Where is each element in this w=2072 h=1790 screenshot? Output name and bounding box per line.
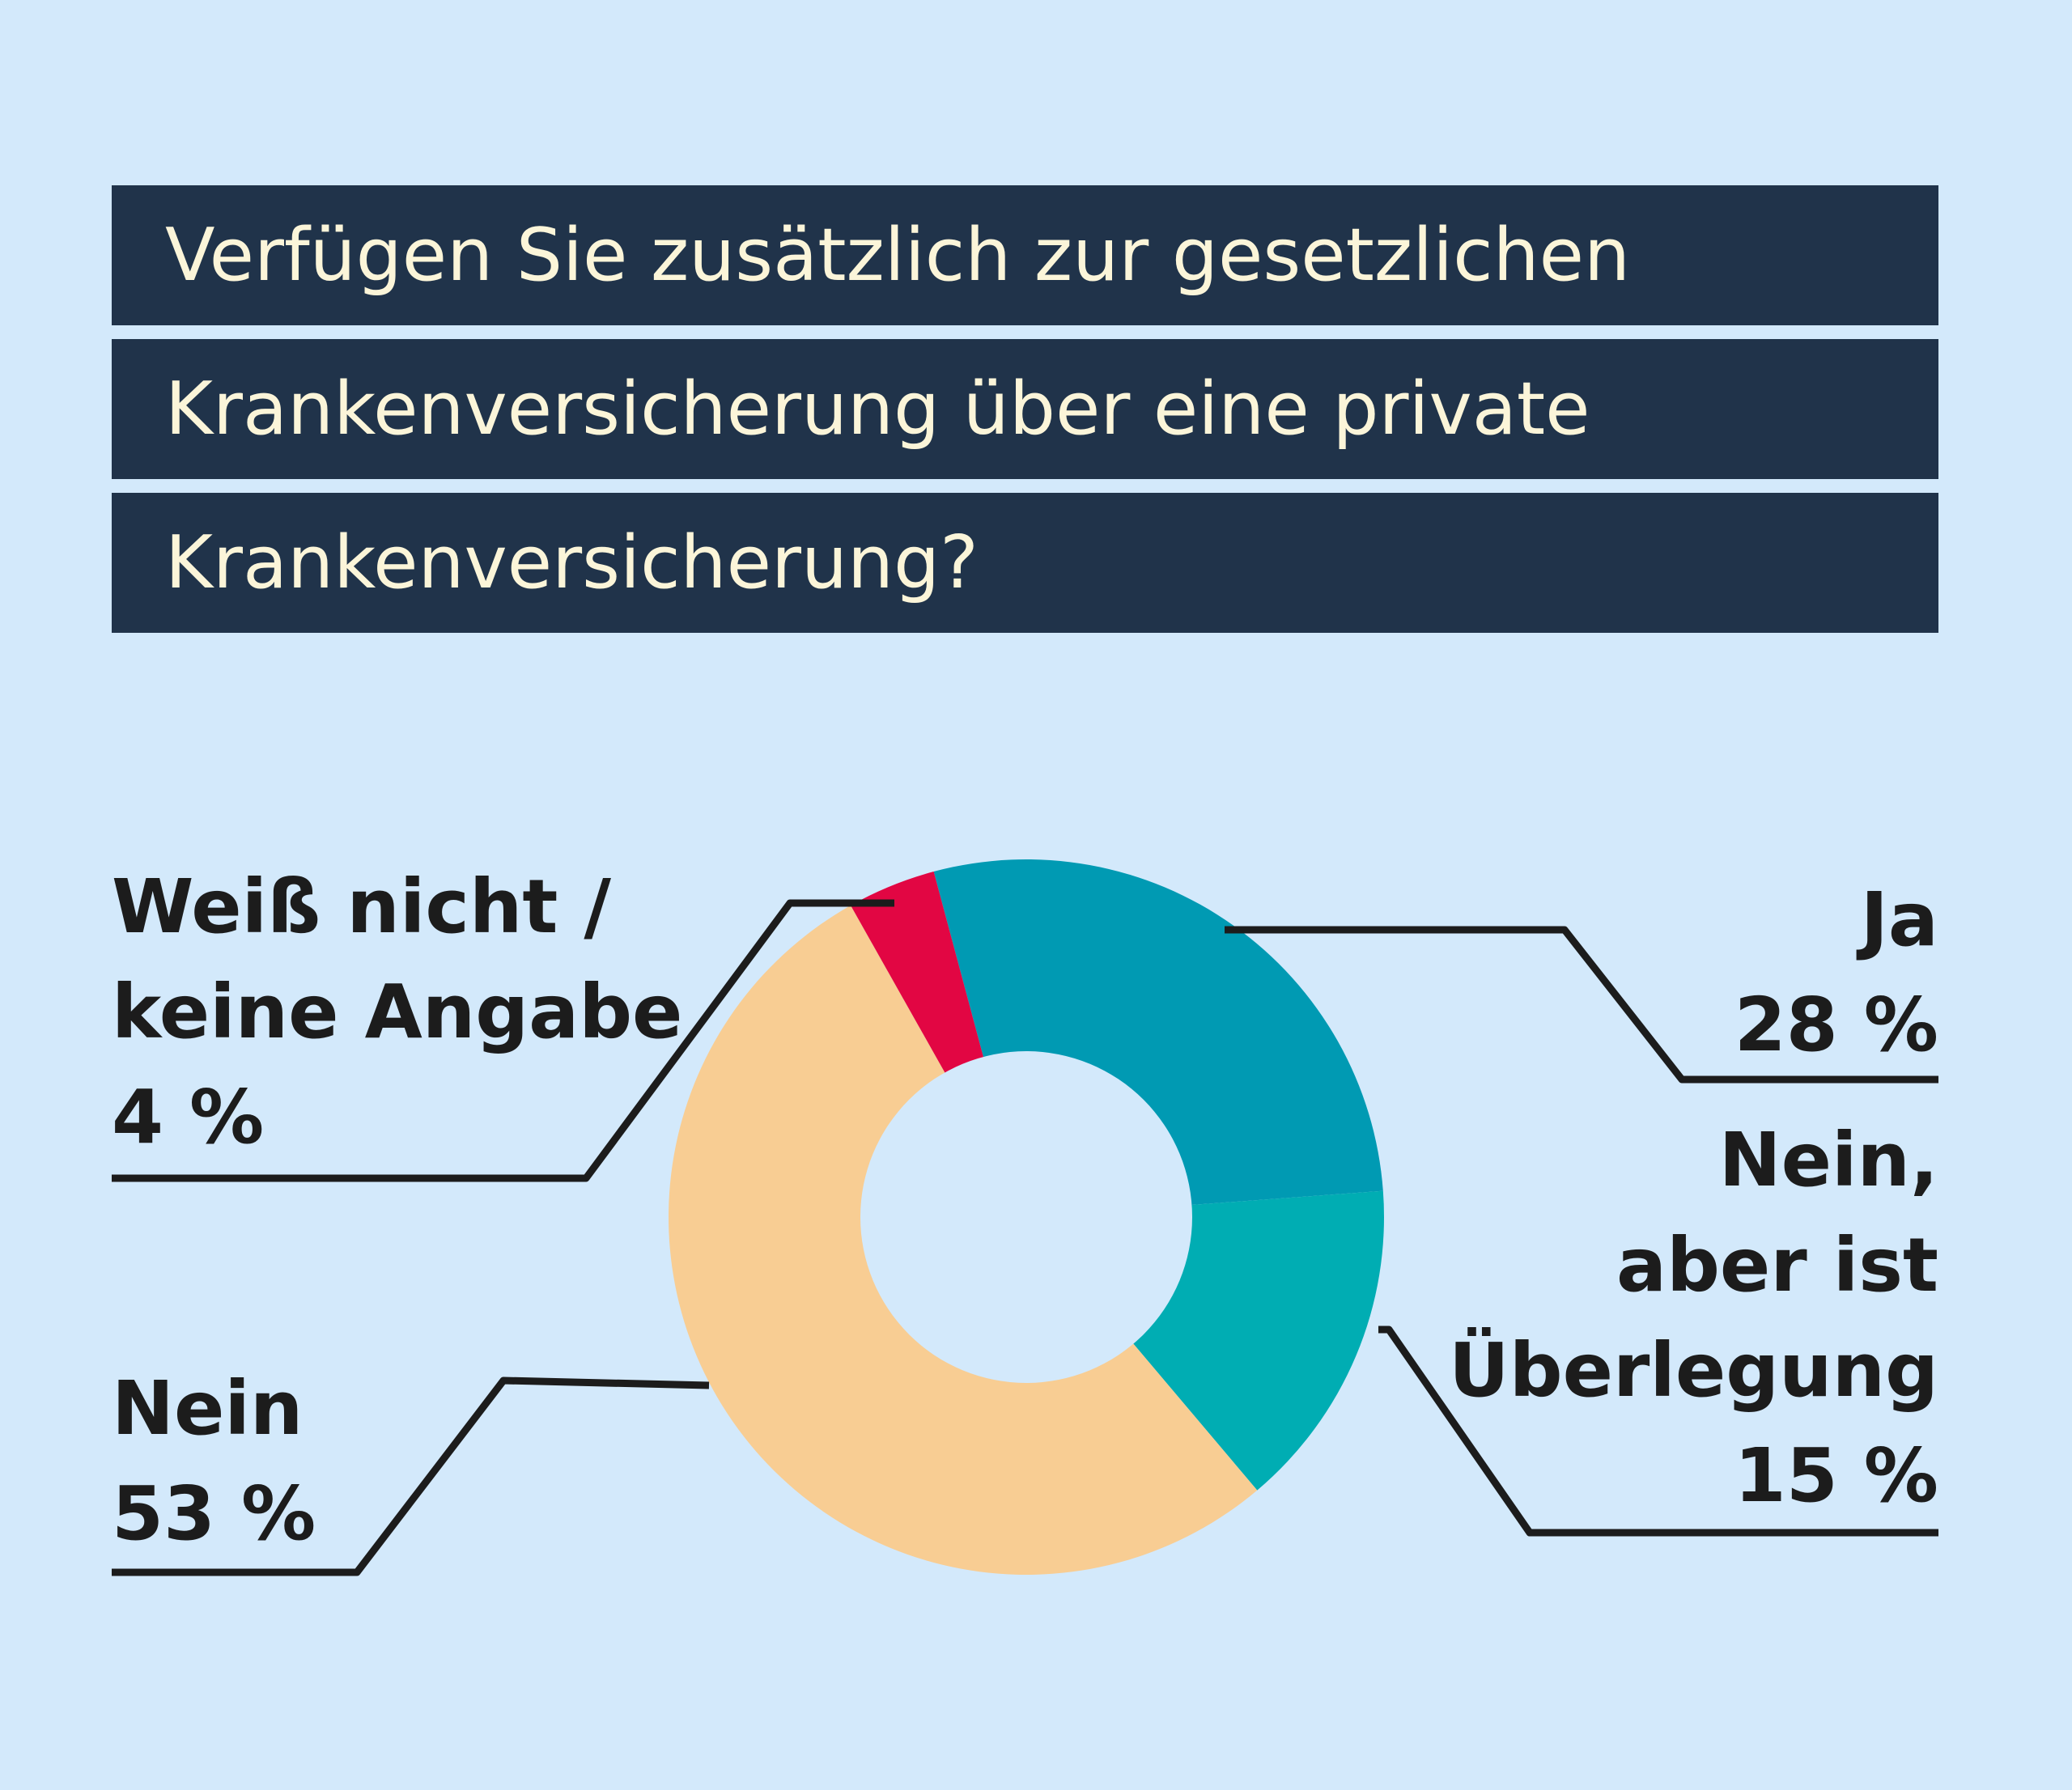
title-line-1: Verfügen Sie zusätzlich zur gesetzlichen bbox=[112, 185, 1938, 325]
label-ueberlegung: Nein, aber ist Überlegung 15 % bbox=[1449, 1108, 1938, 1529]
leader-line-nein bbox=[112, 1376, 710, 1576]
leader-line-weiss-nicht bbox=[112, 899, 894, 1182]
label-nein-name: Nein bbox=[112, 1365, 304, 1452]
title-line-2: Krankenversicherung über eine private bbox=[112, 339, 1938, 479]
label-weiss-nicht: Weiß nicht / keine Angabe 4 % bbox=[112, 855, 682, 1170]
label-ja: Ja 28 % bbox=[1734, 867, 1938, 1078]
label-ueberlegung-line-2: aber ist bbox=[1616, 1222, 1938, 1309]
label-weiss-nicht-line-2: keine Angabe bbox=[112, 969, 683, 1055]
label-ueberlegung-line-1: Nein, bbox=[1718, 1117, 1938, 1203]
label-nein: Nein 53 % bbox=[112, 1356, 316, 1567]
leader-line-ueberlegung bbox=[1378, 1326, 1938, 1537]
label-ja-name: Ja bbox=[1860, 876, 1938, 963]
label-ueberlegung-value: 15 % bbox=[1734, 1432, 1938, 1519]
label-ja-value: 28 % bbox=[1734, 982, 1938, 1068]
leader-line-ja bbox=[1225, 926, 1938, 1084]
label-nein-value: 53 % bbox=[112, 1470, 316, 1557]
donut-hole bbox=[860, 1051, 1192, 1383]
label-ueberlegung-line-3: Überlegung bbox=[1449, 1327, 1938, 1414]
label-weiss-nicht-value: 4 % bbox=[112, 1074, 265, 1160]
label-weiss-nicht-line-1: Weiß nicht / bbox=[112, 863, 612, 950]
title-line-3: Krankenversicherung? bbox=[112, 493, 1938, 633]
